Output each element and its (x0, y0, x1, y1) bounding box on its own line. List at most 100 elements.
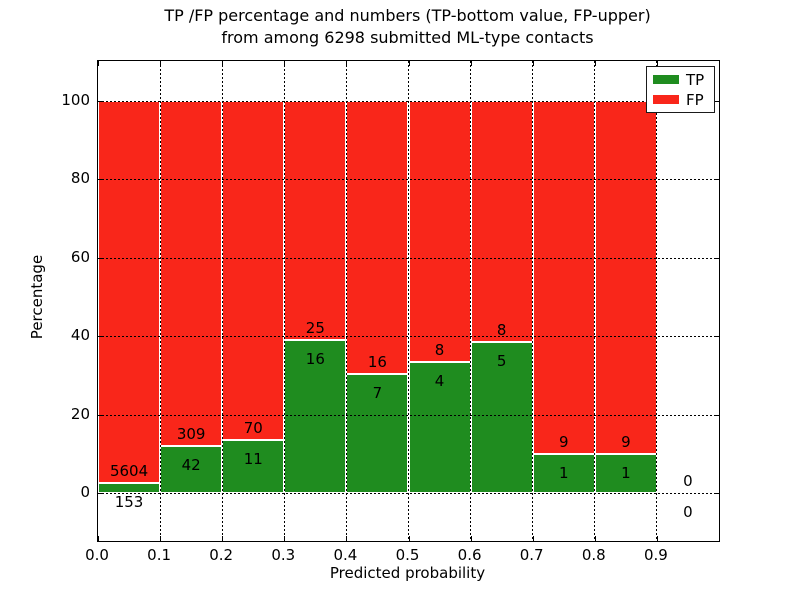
x-tick-mark (346, 61, 348, 66)
bar-fp-segment (594, 101, 657, 454)
bar-fp-segment (222, 101, 285, 440)
annotation-tp-count: 4 (434, 372, 445, 391)
grid-line-vertical (345, 61, 347, 541)
grid-line-vertical (470, 61, 472, 541)
annotation-tp-count: 0 (683, 503, 693, 521)
bar-tp-segment (98, 482, 161, 493)
annotation-tp-count: 42 (181, 456, 201, 475)
y-tick-label: 20 (70, 404, 90, 423)
x-tick-label: 0.3 (271, 546, 296, 564)
bar-fp-segment (408, 101, 471, 363)
annotation-tp-count: 11 (243, 449, 263, 468)
x-tick-label: 0.2 (209, 546, 234, 564)
y-tick-label: 100 (61, 91, 90, 109)
x-tick-label: 0.4 (333, 546, 358, 564)
x-tick-mark (284, 536, 286, 541)
chart-title-line1: TP /FP percentage and numbers (TP-bottom… (164, 6, 651, 25)
legend: TP FP (646, 66, 715, 113)
legend-item-tp: TP (653, 72, 708, 88)
x-tick-mark (98, 536, 99, 541)
bar-fp-segment (284, 101, 347, 341)
bar-tp-segment (284, 340, 347, 493)
bar-fp-segment (98, 101, 161, 483)
grid-line-vertical (594, 61, 596, 541)
grid-line-vertical (408, 61, 409, 541)
y-axis-label: Percentage (28, 254, 46, 340)
annotation-fp-count: 309 (176, 425, 206, 444)
chart-title-line2: from among 6298 submitted ML-type contac… (221, 28, 594, 47)
bar-fp-segment (470, 101, 533, 343)
legend-label-fp: FP (686, 90, 704, 109)
x-tick-mark (656, 61, 658, 66)
y-tick-label: 80 (70, 169, 90, 188)
grid-line-vertical (283, 61, 285, 541)
y-tick-mark (714, 101, 719, 102)
annotation-tp-count: 7 (372, 383, 383, 402)
annotation-fp-count: 5604 (109, 461, 149, 480)
annotation-tp-count: 5 (496, 352, 507, 371)
annotation-fp-count: 8 (496, 321, 507, 340)
x-tick-mark (532, 61, 534, 66)
y-tick-mark (714, 493, 719, 494)
annotation-fp-count: 9 (558, 432, 569, 451)
x-axis-label: Predicted probability (329, 564, 486, 582)
legend-swatch-fp (653, 95, 679, 104)
y-tick-mark (98, 493, 103, 494)
y-tick-mark (714, 336, 719, 338)
x-tick-label: 0.6 (457, 546, 482, 564)
grid-line-vertical (221, 61, 223, 541)
grid-line-vertical (532, 61, 534, 541)
x-tick-label: 0.0 (85, 546, 109, 564)
x-tick-mark (470, 536, 472, 541)
y-tick-label: 40 (70, 326, 90, 345)
grid-line-vertical (159, 61, 161, 541)
y-tick-mark (98, 257, 103, 259)
grid-line-horizontal (98, 179, 719, 181)
grid-line-horizontal (98, 414, 719, 416)
y-tick-label: 60 (70, 247, 90, 266)
x-tick-mark (160, 536, 162, 541)
bar-fp-segment (160, 101, 223, 447)
annotation-fp-count: 8 (434, 341, 445, 360)
y-tick-mark (98, 336, 103, 338)
y-tick-label: 0 (80, 483, 90, 501)
x-tick-label: 0.8 (581, 546, 606, 564)
legend-swatch-tp (653, 75, 679, 84)
grid-line-horizontal (98, 257, 719, 259)
bar-tp-segment (408, 362, 471, 493)
x-tick-mark (532, 536, 534, 541)
y-tick-mark (714, 179, 719, 181)
bar-tp-segment (160, 446, 223, 493)
bar-tp-segment (532, 453, 595, 493)
annotation-tp-count: 16 (305, 350, 325, 369)
x-tick-mark (656, 536, 658, 541)
annotation-fp-count: 9 (621, 432, 631, 451)
y-tick-mark (714, 257, 719, 259)
y-tick-mark (98, 101, 103, 102)
grid-line-horizontal (98, 101, 719, 102)
bar-tp-segment (222, 439, 285, 493)
x-tick-mark (222, 536, 224, 541)
x-tick-label: 0.1 (147, 546, 172, 564)
plot-area: 5604 153 309 42 70 11 25 16 16 7 8 4 8 5 9 1 9 1 0 0 (97, 60, 720, 542)
chart-title: TP /FP percentage and numbers (TP-bottom… (97, 5, 718, 49)
x-tick-mark (408, 536, 410, 541)
x-tick-mark (346, 536, 348, 541)
x-tick-label: 0.7 (519, 546, 544, 564)
x-tick-mark (594, 61, 596, 66)
x-tick-mark (408, 61, 410, 66)
x-tick-mark (222, 61, 224, 66)
annotation-tp-count: 1 (621, 463, 631, 482)
x-tick-mark (98, 61, 99, 66)
annotation-fp-count: 16 (367, 352, 387, 371)
legend-item-fp: FP (653, 92, 708, 108)
grid-line-vertical (656, 61, 658, 541)
grid-line-horizontal (98, 336, 719, 338)
bar-tp-segment (594, 453, 657, 493)
x-tick-mark (470, 61, 472, 66)
legend-label-tp: TP (686, 70, 705, 89)
annotation-fp-count: 25 (305, 319, 325, 338)
annotation-fp-count: 0 (683, 472, 693, 490)
x-tick-mark (594, 536, 596, 541)
